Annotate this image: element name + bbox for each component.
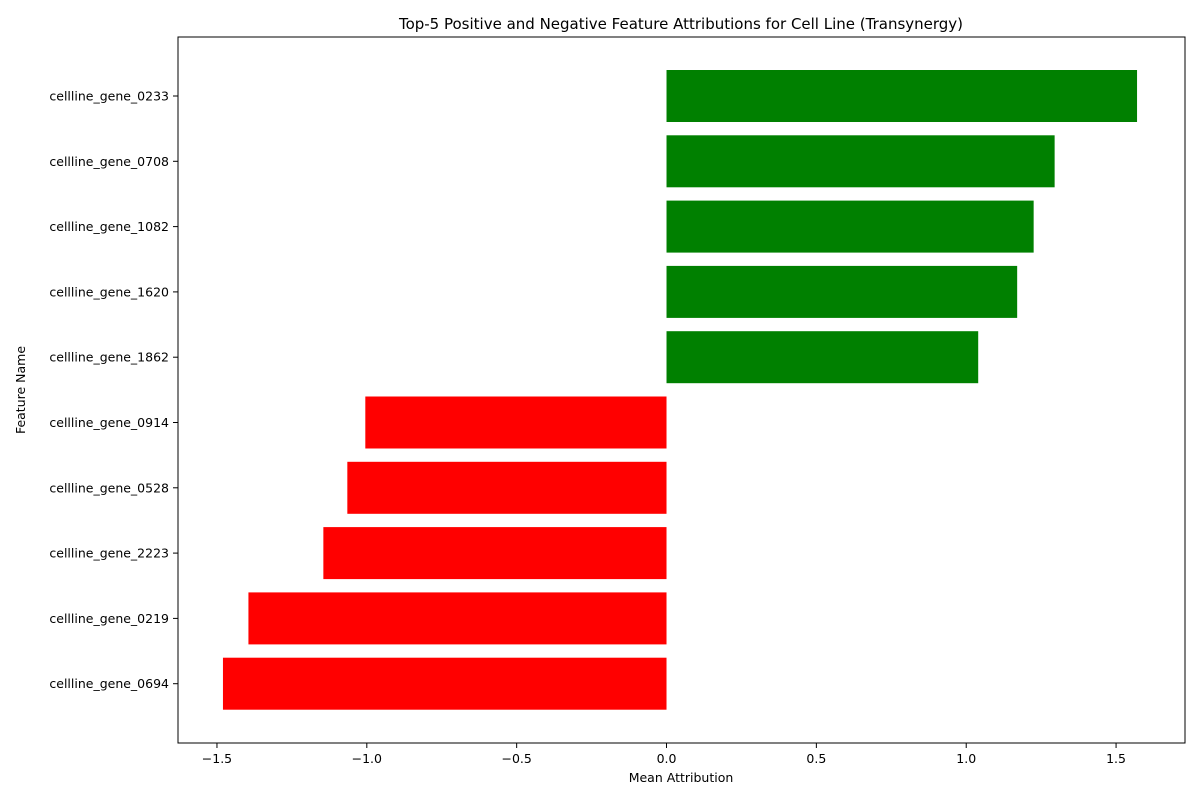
y-tick-label: cellline_gene_0528 — [49, 480, 169, 495]
y-tick-label: cellline_gene_0233 — [49, 89, 169, 104]
x-tick-label: 0.5 — [806, 751, 826, 766]
x-tick-label: 1.0 — [956, 751, 976, 766]
y-tick-label: cellline_gene_0914 — [49, 415, 169, 430]
y-axis: cellline_gene_0233 cellline_gene_0708cell… — [49, 89, 178, 691]
y-tick-label: cellline_gene_1620 — [49, 284, 169, 299]
bar-cellline_gene_1620 — [666, 265, 1018, 318]
x-tick-label: −1.5 — [202, 751, 232, 766]
x-axis-label: Mean Attribution — [629, 770, 734, 785]
bar-cellline_gene_0219 — [248, 592, 667, 645]
y-tick-label: cellline_gene_1862 — [49, 350, 169, 365]
bar-cellline_gene_0708 — [666, 135, 1055, 188]
plot-frame — [177, 36, 1186, 744]
chart-title: Top-5 Positive and Negative Feature Attr… — [398, 15, 963, 33]
bar-cellline_gene_1862 — [666, 331, 979, 384]
bar-cellline_gene_0528 — [347, 461, 667, 514]
x-tick-label: −1.0 — [352, 751, 382, 766]
x-axis: −1.5 −1.0 −0.5 0.0 0.5 1.0 1.5 — [202, 743, 1126, 766]
bar-cellline_gene_2223 — [323, 527, 667, 580]
bar-cellline_gene_0233 — [666, 70, 1138, 122]
y-tick-label: cellline_gene_1082 — [49, 219, 169, 234]
bar-cellline_gene_0914 — [365, 396, 667, 449]
y-tick-label: cellline_gene_0694 — [49, 676, 169, 691]
bars-group — [222, 70, 1138, 710]
x-tick-label: −0.5 — [501, 751, 531, 766]
y-tick-label: cellline_gene_0708 — [49, 154, 169, 169]
bar-cellline_gene_0694 — [222, 657, 667, 710]
y-axis-label: Feature Name — [13, 346, 28, 434]
y-tick-label: cellline_gene_0219 — [49, 611, 169, 626]
y-tick-label: cellline_gene_2223 — [49, 546, 169, 561]
bar-cellline_gene_1082 — [666, 200, 1034, 253]
x-tick-label: 1.5 — [1106, 751, 1126, 766]
x-tick-label: 0.0 — [657, 751, 677, 766]
